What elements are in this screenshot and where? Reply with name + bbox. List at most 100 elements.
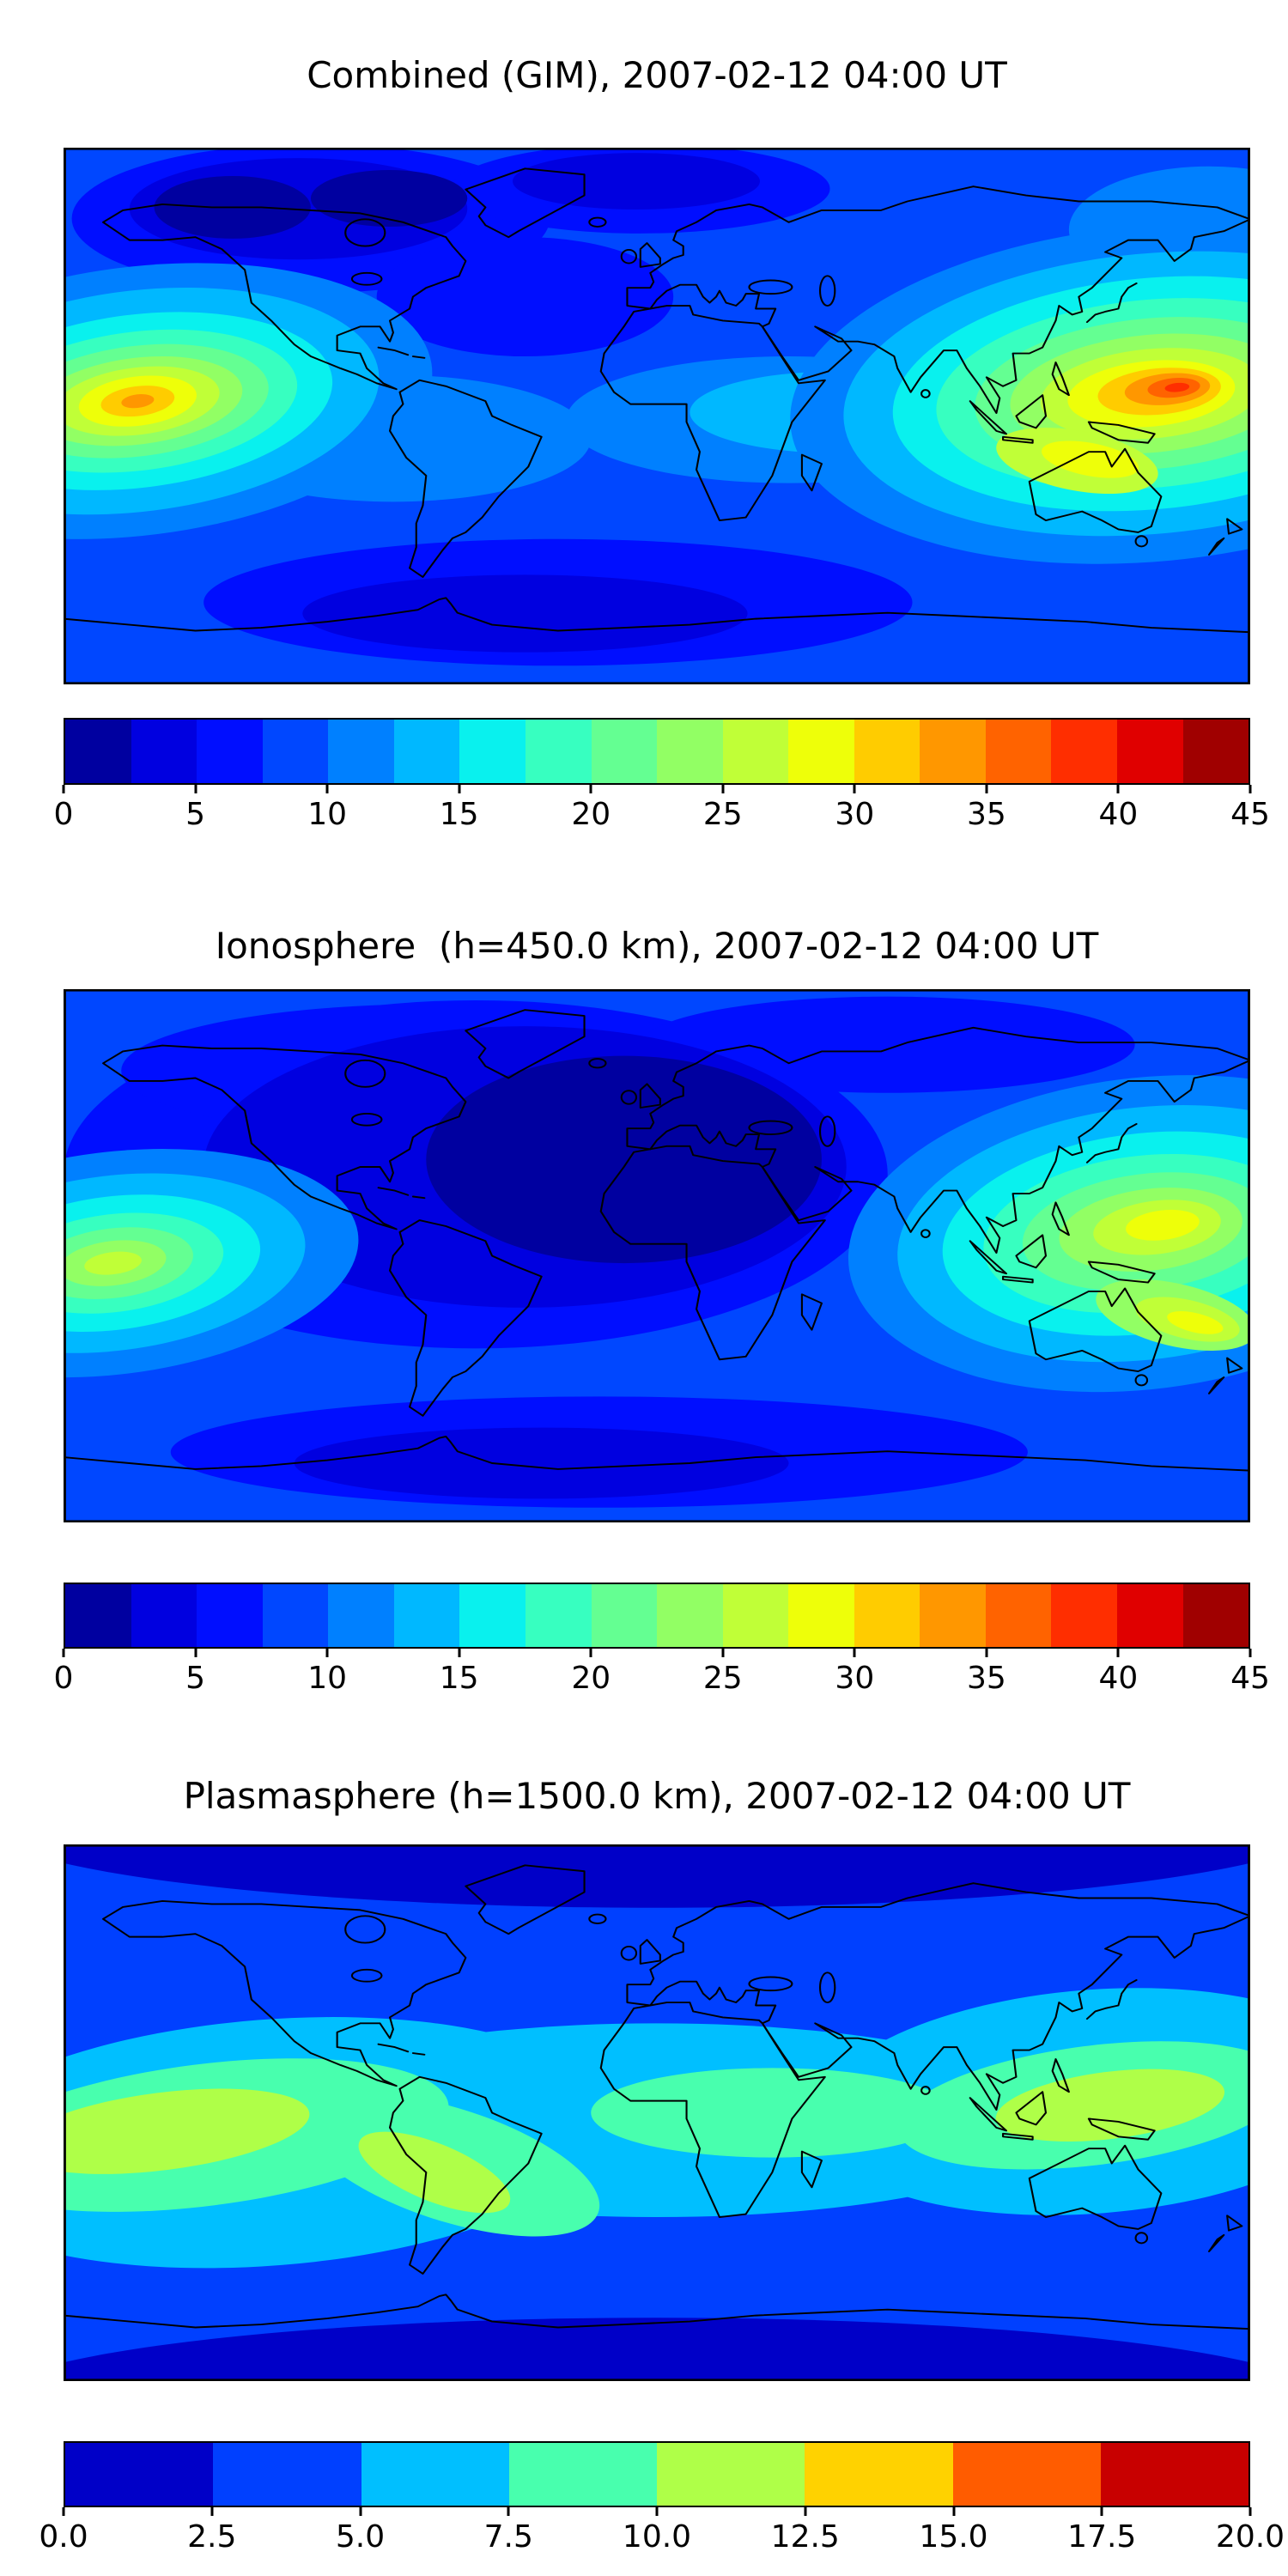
colorbar-tick-mark	[804, 2507, 807, 2516]
colorbar-tick-mark	[589, 1649, 592, 1657]
map-border	[64, 1844, 1250, 2381]
colorbar-tick-label: 25	[702, 1661, 743, 1696]
colorbar-tick-label: 35	[966, 1661, 1006, 1696]
colorbar-segment	[788, 720, 854, 783]
colorbar-segment	[459, 720, 526, 783]
colorbar-segment	[525, 1584, 592, 1647]
colorbar-tick-mark	[721, 785, 725, 793]
colorbar-segment	[854, 720, 920, 783]
colorbar-tick-label: 45	[1230, 797, 1270, 832]
colorbar-plasmasphere	[64, 2441, 1250, 2507]
colorbar-segment	[657, 1584, 723, 1647]
colorbar-segment	[920, 720, 986, 783]
contour-field-ionosphere	[64, 989, 1250, 1522]
colorbar-tick-label: 45	[1230, 1661, 1270, 1696]
colorbar-segment	[591, 720, 658, 783]
colorbar-tick-mark	[1249, 1649, 1252, 1657]
colorbar-segment	[1100, 2443, 1249, 2506]
colorbar-tick-label: 35	[966, 797, 1006, 832]
colorbar-segment	[591, 1584, 658, 1647]
panel-1-title: Combined (GIM), 2007-02-12 04:00 UT	[307, 54, 1007, 96]
colorbar-segment	[65, 2443, 214, 2506]
colorbar-segment	[361, 2443, 509, 2506]
colorbar-tick-mark	[325, 1649, 329, 1657]
colorbar-tick-mark	[721, 1649, 725, 1657]
contour-field-plasmasphere	[64, 1844, 1250, 2381]
colorbar-segment	[393, 1584, 460, 1647]
colorbar-segment	[722, 1584, 789, 1647]
colorbar-segment	[459, 1584, 526, 1647]
colorbar-tick-label: 5	[185, 797, 205, 832]
colorbar-tick-label: 30	[835, 797, 875, 832]
colorbar-tick-label: 20	[571, 1661, 611, 1696]
colorbar-tick-mark	[952, 2507, 955, 2516]
colorbar-segment	[65, 1584, 131, 1647]
colorbar-tick-mark	[210, 2507, 214, 2516]
colorbar-tick-mark	[458, 785, 461, 793]
colorbar-tick-mark	[194, 785, 197, 793]
colorbar-tick-label: 25	[702, 797, 743, 832]
colorbar-ticks-ionosphere: 0 5 10 15 20 25 30 35 40 45	[54, 1649, 1270, 1709]
panel-2-title: Ionosphere (h=450.0 km), 2007-02-12 04:0…	[215, 925, 1099, 967]
colorbar-tick-mark	[325, 785, 329, 793]
colorbar-tick-mark	[1249, 2507, 1252, 2516]
colorbar-tick-mark	[655, 2507, 659, 2516]
map-border	[64, 989, 1250, 1522]
colorbar-tick-mark	[1116, 785, 1120, 793]
colorbar-segment	[525, 720, 592, 783]
colorbar-tick-label: 10	[307, 1661, 348, 1696]
map-combined-gim	[64, 148, 1250, 684]
colorbar-tick-label: 5.0	[335, 2519, 386, 2555]
colorbar-tick-mark	[1100, 2507, 1103, 2516]
colorbar-tick-mark	[458, 1649, 461, 1657]
colorbar-tick-mark	[359, 2507, 361, 2516]
colorbar-segment	[1051, 1584, 1117, 1647]
map-border	[64, 148, 1250, 684]
colorbar-tick-label: 40	[1098, 1661, 1139, 1696]
colorbar-tick-label: 17.5	[1067, 2519, 1137, 2555]
colorbar-segment	[262, 1584, 329, 1647]
map-plasmasphere	[64, 1844, 1250, 2381]
colorbar-tick-label: 10	[307, 797, 348, 832]
colorbar-tick-label: 2.5	[187, 2519, 237, 2555]
colorbar-segment	[131, 1584, 197, 1647]
colorbar-tick-mark	[853, 785, 856, 793]
colorbar-combined	[64, 718, 1250, 785]
colorbar-ticks-plasmasphere: 0.0 2.5 5.0 7.5 10.0 12.5 15.0 17.5 20.0	[39, 2507, 1285, 2567]
colorbar-segment	[197, 720, 263, 783]
colorbar-tick-mark	[62, 1649, 65, 1657]
colorbar-tick-label: 5	[185, 1661, 205, 1696]
colorbar-segment	[262, 720, 329, 783]
colorbar-segment	[1051, 720, 1117, 783]
colorbar-tick-mark	[1116, 1649, 1120, 1657]
colorbar-tick-label: 30	[835, 1661, 875, 1696]
colorbar-tick-label: 7.5	[483, 2519, 533, 2555]
colorbar-tick-label: 0	[53, 1661, 74, 1696]
colorbar-segment	[65, 720, 131, 783]
panel-3-title: Plasmasphere (h=1500.0 km), 2007-02-12 0…	[183, 1775, 1131, 1817]
colorbar-segment	[952, 2443, 1101, 2506]
colorbar-segment	[393, 720, 460, 783]
colorbar-tick-mark	[589, 785, 592, 793]
colorbar-segment	[197, 1584, 263, 1647]
colorbar-tick-label: 0	[53, 797, 74, 832]
colorbar-segment	[805, 2443, 953, 2506]
colorbar-tick-mark	[985, 1649, 988, 1657]
colorbar-segment	[854, 1584, 920, 1647]
colorbar-tick-mark	[194, 1649, 197, 1657]
map-ionosphere	[64, 989, 1250, 1522]
colorbar-tick-mark	[62, 785, 65, 793]
colorbar-tick-label: 20	[571, 797, 611, 832]
colorbar-segment	[1117, 720, 1183, 783]
colorbar-segment	[328, 720, 394, 783]
colorbar-tick-label: 0.0	[39, 2519, 88, 2555]
colorbar-tick-mark	[62, 2507, 65, 2516]
colorbar-ionosphere	[64, 1583, 1250, 1649]
colorbar-tick-label: 15	[439, 797, 479, 832]
colorbar-segment	[657, 720, 723, 783]
colorbar-segment	[1182, 720, 1249, 783]
colorbar-tick-label: 10.0	[622, 2519, 692, 2555]
colorbar-tick-label: 15	[439, 1661, 479, 1696]
colorbar-tick-mark	[853, 1649, 856, 1657]
colorbar-tick-mark	[507, 2507, 510, 2516]
